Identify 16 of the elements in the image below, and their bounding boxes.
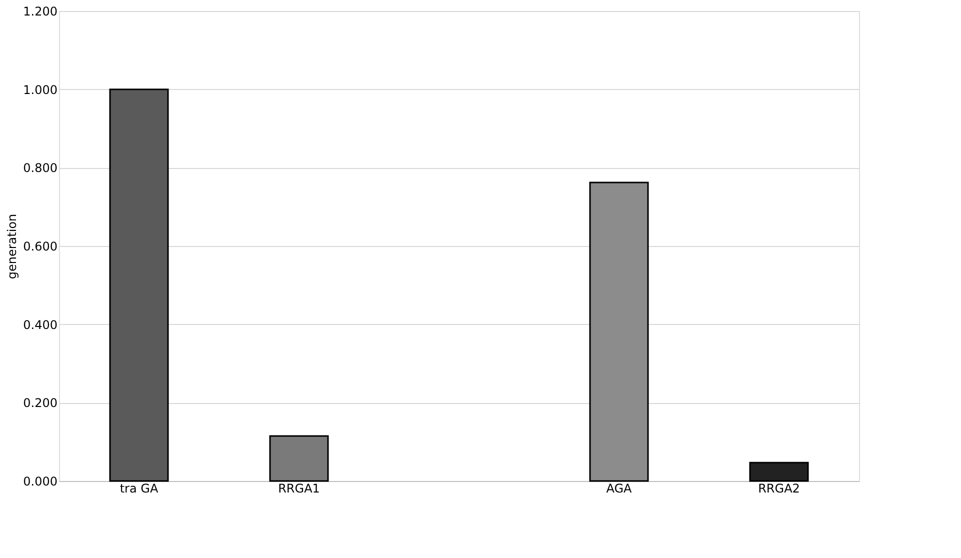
y-tick-label: 0.400 (23, 318, 58, 332)
x-tick-label: tra GA (120, 482, 159, 496)
x-tick-label: RRGA1 (278, 482, 320, 496)
y-tick-label: 0.200 (23, 396, 58, 410)
y-tick-label: 1.000 (23, 82, 58, 97)
y-tick-label: 0.000 (23, 474, 58, 488)
bar (269, 435, 329, 482)
y-tick-label: 0.800 (23, 161, 58, 176)
bar (749, 462, 809, 482)
bar (109, 88, 169, 482)
y-tick-label: 1.200 (23, 4, 58, 18)
x-tick-label: AGA (606, 482, 633, 496)
x-tick-label: RRGA2 (758, 482, 800, 496)
y-axis-title: generation (5, 214, 20, 280)
bar (589, 182, 649, 482)
y-tick-label: 0.600 (23, 240, 58, 254)
